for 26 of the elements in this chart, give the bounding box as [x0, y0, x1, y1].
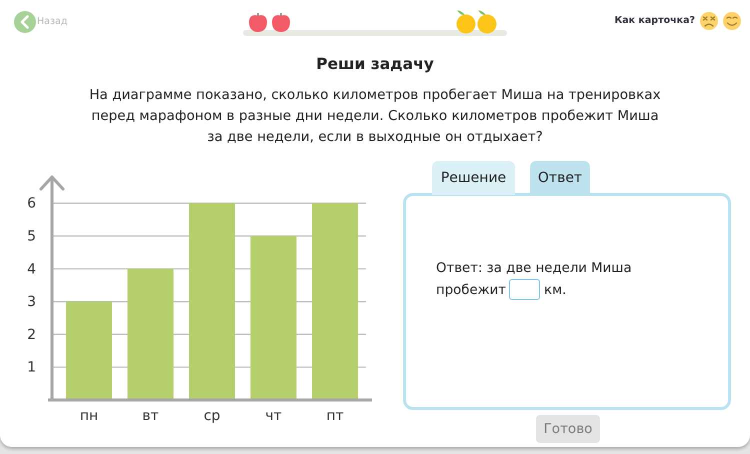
button: Готово: [536, 415, 600, 443]
bar: [66, 302, 112, 400]
y-tick-label: 4: [27, 261, 36, 278]
y-tick-label: 1: [27, 360, 36, 376]
x-tick-label: чт: [265, 408, 282, 424]
y-tick-label: 2: [27, 326, 36, 343]
bar: [312, 203, 358, 400]
text: Ответ: за две недели Миша: [436, 260, 632, 278]
x-tick-label: вт: [142, 408, 159, 424]
tab: Ответ: [530, 161, 590, 195]
x-tick-label: пт: [326, 408, 344, 424]
text: пробежит: [436, 283, 506, 298]
text: Как карточка?: [614, 15, 695, 26]
chart-subtitle: На диаграмме показано, сколько километров пробегает Миша на тренировках перед марафоном в разные дни недели. Сколько километров пробежит Миша за две недели, если в выходные он отдыхает?: [88, 86, 662, 147]
y-tick-label: 5: [27, 228, 36, 245]
bar: [127, 268, 174, 400]
y-tick-label: 6: [27, 196, 36, 212]
text: км.: [544, 283, 566, 298]
y-tick-label: 3: [27, 294, 36, 310]
text: Назад: [37, 16, 68, 27]
chart-title: Реши задачу: [315, 55, 435, 73]
x-tick-label: пн: [80, 408, 98, 424]
bar: [250, 236, 297, 400]
x-tick-label: ср: [204, 408, 220, 424]
bar: [188, 203, 235, 400]
tab: Решение: [432, 161, 515, 195]
